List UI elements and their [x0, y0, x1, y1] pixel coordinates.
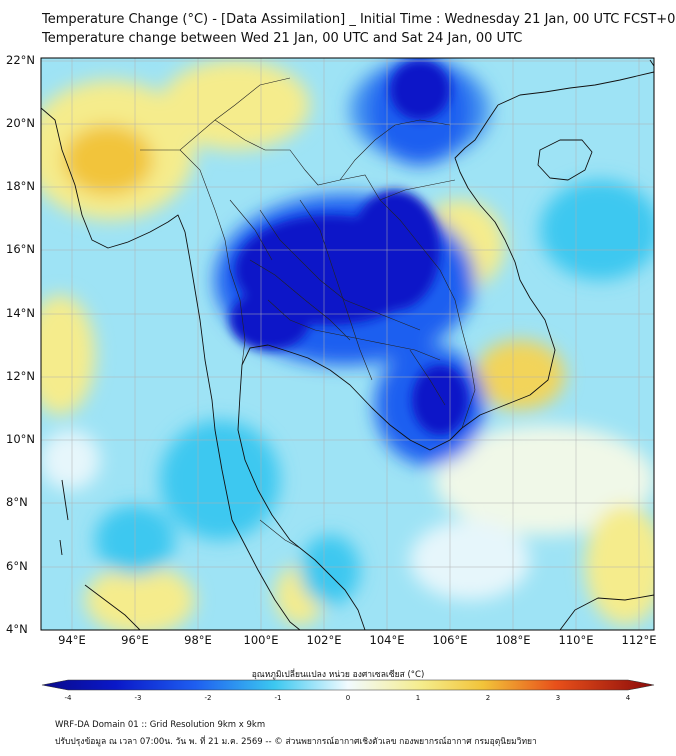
lon-tick-96: 96°E: [121, 633, 149, 647]
coastlines: [40, 59, 655, 631]
colorbar-label: อุณหภูมิเปลี่ยนแปลง หน่วย องศาเซลเซียส (…: [251, 670, 425, 680]
lon-tick-98: 98°E: [184, 633, 212, 647]
lon-tick-104: 104°E: [369, 633, 405, 647]
map-title-line1: Temperature Change (°C) - [Data Assimila…: [42, 12, 676, 27]
footer-credits: ปรับปรุงข้อมูล ณ เวลา 07:00น. วัน พ. ที่…: [55, 737, 537, 747]
colorbar-tick: 3: [555, 694, 561, 702]
lat-tick-22: 22°N: [6, 53, 35, 67]
lat-tick-18: 18°N: [6, 179, 35, 193]
colorbar-tick: 2: [485, 694, 491, 702]
lon-tick-100: 100°E: [243, 633, 279, 647]
lat-tick-8: 8°N: [6, 495, 28, 509]
colorbar-tick: -1: [274, 694, 282, 702]
admin-borders: [140, 77, 476, 549]
lat-tick-10: 10°N: [6, 432, 35, 446]
colorbar-tick: -4: [64, 694, 72, 702]
colorbar-tick: 0: [345, 694, 351, 702]
lon-tick-106: 106°E: [432, 633, 468, 647]
lat-tick-20: 20°N: [6, 116, 35, 130]
colorbar-tick: 1: [415, 694, 421, 702]
lat-tick-6: 6°N: [6, 559, 28, 573]
colorbar-tick: 4: [625, 694, 631, 702]
temperature-field: [41, 58, 654, 630]
lat-tick-14: 14°N: [6, 306, 35, 320]
lat-tick-4: 4°N: [6, 622, 28, 636]
map-frame: [40, 57, 655, 631]
lon-tick-94: 94°E: [58, 633, 86, 647]
colorbar-tick: -3: [134, 694, 142, 702]
lat-tick-12: 12°N: [6, 369, 35, 383]
colorbar-tick: -2: [204, 694, 212, 702]
lat-tick-16: 16°N: [6, 242, 35, 256]
lon-tick-108: 108°E: [495, 633, 531, 647]
colorbar: [41, 679, 655, 691]
lon-tick-102: 102°E: [306, 633, 342, 647]
lon-tick-112: 112°E: [621, 633, 657, 647]
lon-tick-110: 110°E: [558, 633, 594, 647]
footer-model-info: WRF-DA Domain 01 :: Grid Resolution 9km …: [55, 720, 266, 730]
graticule: [41, 58, 654, 630]
map-title-line2: Temperature change between Wed 21 Jan, 0…: [42, 31, 523, 46]
